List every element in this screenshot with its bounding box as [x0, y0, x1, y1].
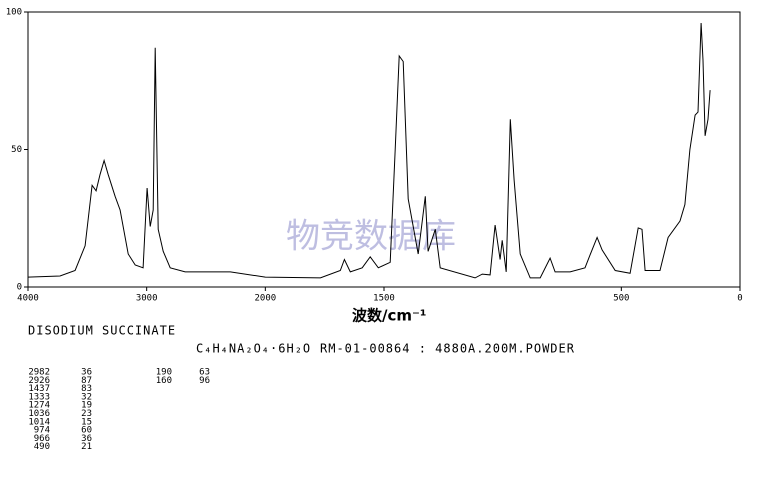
peak-intensity: 87 [81, 376, 92, 386]
peak-intensity: 36 [81, 368, 92, 378]
peak-wavenumber: 974 [34, 426, 50, 436]
y-tick-label: 50 [11, 145, 22, 155]
peak-wavenumber: 160 [156, 376, 172, 386]
source: RM-01-00864 : 4880A.200M.POWDER [320, 342, 575, 356]
peak-intensity: 21 [81, 442, 92, 452]
peak-wavenumber: 2982 [28, 368, 50, 378]
peak-wavenumber: 966 [34, 434, 50, 444]
peak-wavenumber: 2926 [28, 376, 50, 386]
peak-wavenumber: 1274 [28, 401, 50, 411]
peak-intensity: 83 [81, 384, 92, 394]
x-tick-label: 4000 [17, 294, 39, 304]
x-tick-label: 500 [613, 294, 629, 304]
peak-intensity: 60 [81, 426, 92, 436]
compound-name: DISODIUM SUCCINATE [28, 324, 176, 338]
peak-intensity: 36 [81, 434, 92, 444]
x-axis-label: 波数/cm⁻¹ [352, 307, 427, 325]
y-tick-label: 100 [6, 8, 22, 18]
peak-wavenumber: 1014 [28, 417, 50, 427]
peak-wavenumber: 490 [34, 442, 50, 452]
x-tick-label: 3000 [136, 294, 158, 304]
peak-intensity: 32 [81, 392, 92, 402]
peak-wavenumber: 1437 [28, 384, 50, 394]
x-tick-label: 1500 [373, 294, 395, 304]
peak-intensity: 19 [81, 401, 92, 411]
peak-wavenumber: 1333 [28, 392, 50, 402]
peak-intensity: 63 [199, 368, 210, 378]
peak-wavenumber: 1036 [28, 409, 50, 419]
formula: C₄H₄NA₂O₄·6H₂O [196, 342, 311, 356]
y-tick-label: 0 [17, 283, 22, 293]
spectrum-line [27, 22, 711, 279]
x-tick-label: 2000 [254, 294, 276, 304]
watermark: 物竞数据库 [286, 217, 456, 257]
peak-intensity: 15 [81, 417, 92, 427]
peak-wavenumber: 190 [156, 368, 172, 378]
peak-intensity: 23 [81, 409, 92, 419]
peak-intensity: 96 [199, 376, 210, 386]
x-tick-label: 0 [737, 294, 742, 304]
